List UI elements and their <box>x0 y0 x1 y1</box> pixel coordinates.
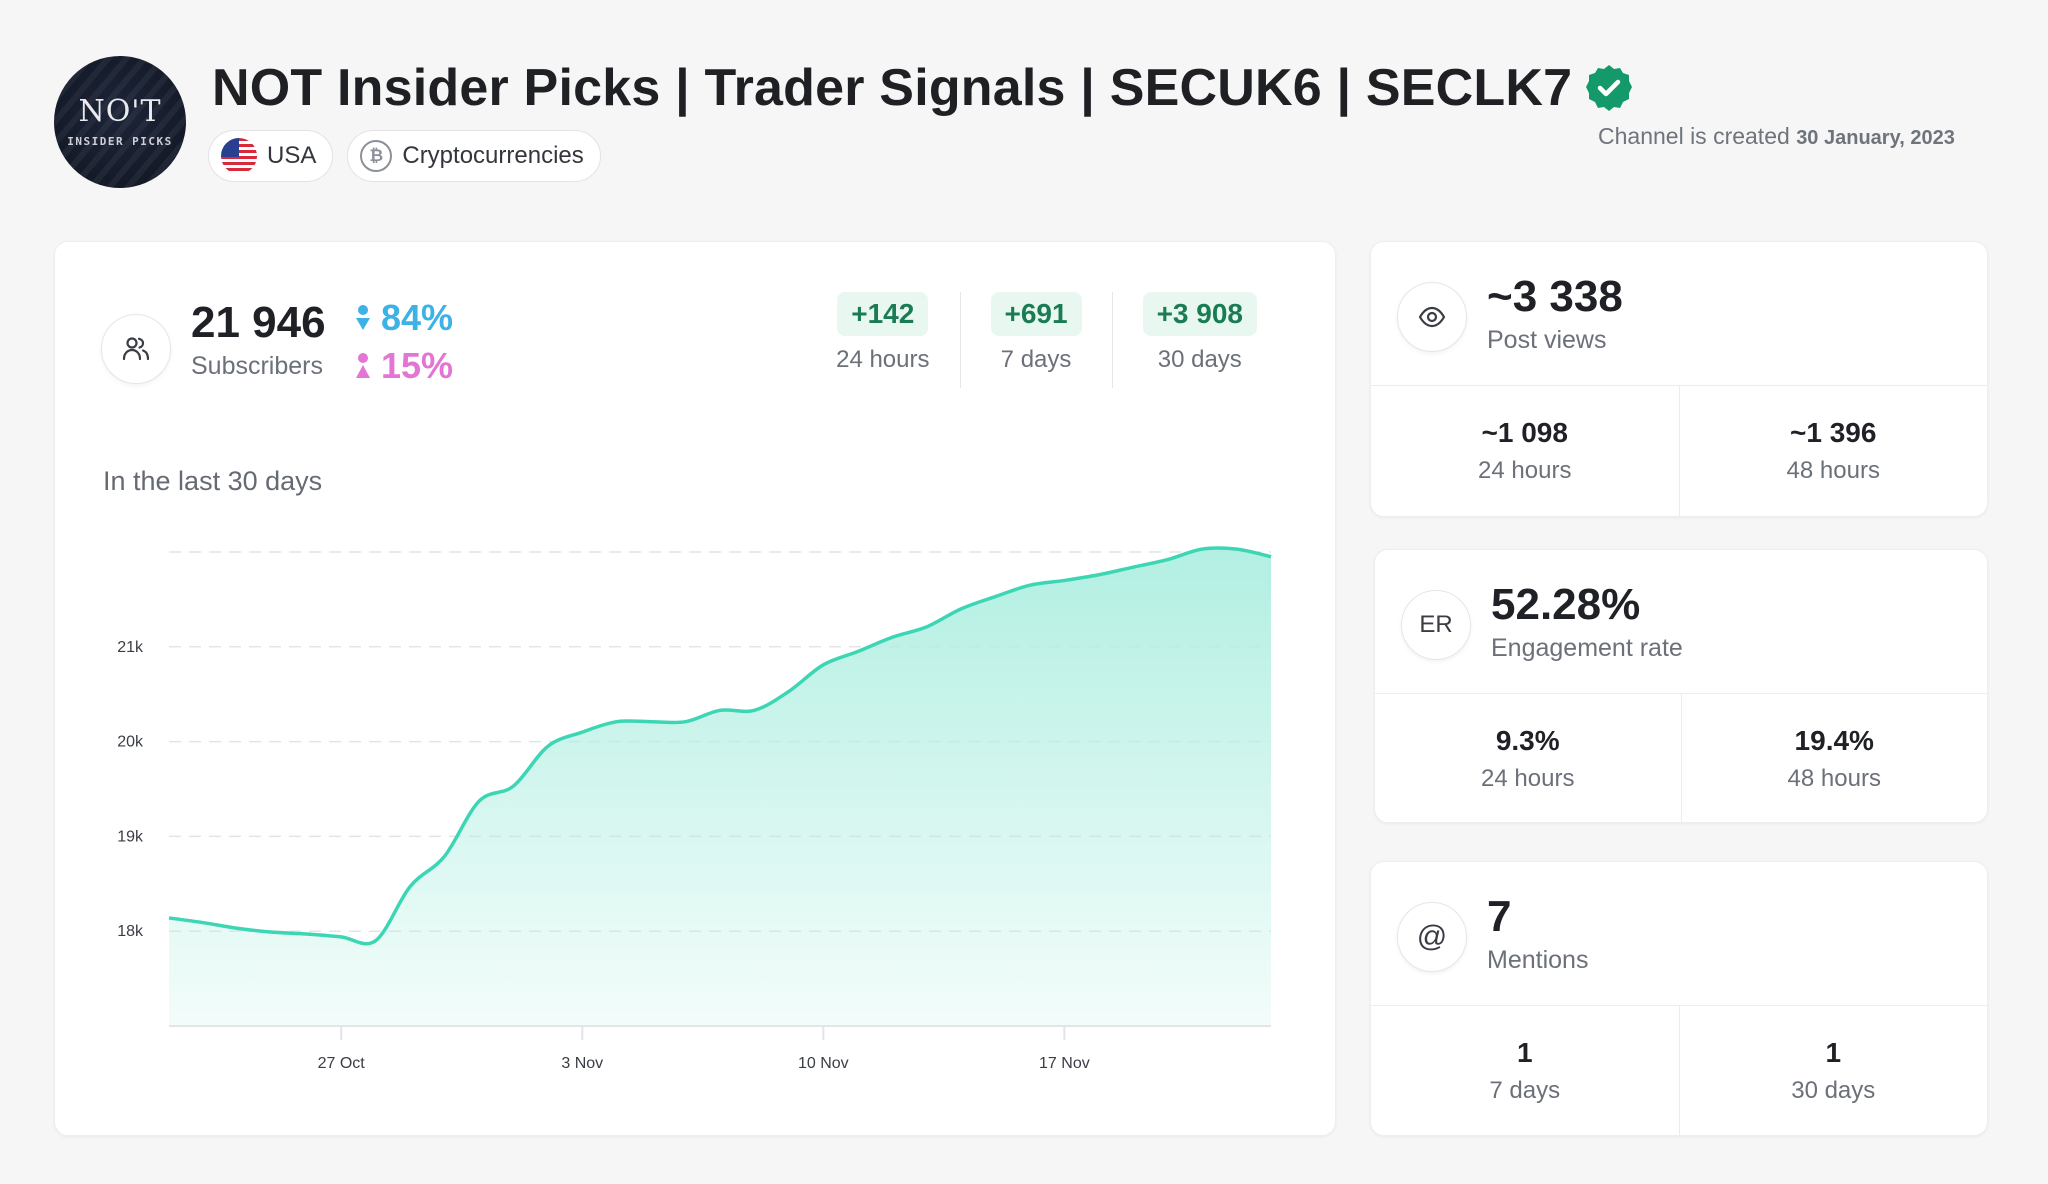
female-percent: 15% <box>381 345 454 386</box>
bitcoin-icon: ₿ <box>360 140 393 172</box>
created-date: 30 January, 2023 <box>1796 127 1955 149</box>
svg-text:19k: 19k <box>117 828 144 845</box>
subscribers-chart[interactable]: 18k 19k 20k 21k 27 Oct 3 Nov 10 Nov 17 Nov <box>103 532 1293 1122</box>
growth-7d: +691 7 days <box>959 292 1112 388</box>
mentions-card: @ 7 Mentions 1 7 days 1 30 days <box>1370 861 1988 1136</box>
growth-period: 7 days <box>1000 346 1072 373</box>
subscribers-count-block: 21 946 Subscribers <box>191 298 326 381</box>
cell-value: ~1 098 <box>1481 417 1568 448</box>
tag-category-label: Cryptocurrencies <box>402 142 584 169</box>
growth-period: 30 days <box>1157 346 1242 373</box>
female-icon <box>356 353 370 378</box>
male-percent: 84% <box>381 297 454 338</box>
cell-label: 30 days <box>1791 1077 1876 1104</box>
svg-text:18k: 18k <box>117 923 144 940</box>
cell-label: 24 hours <box>1481 765 1575 792</box>
cell-value: 1 <box>1825 1037 1842 1068</box>
svg-text:21k: 21k <box>117 639 144 656</box>
mentions-summary: @ 7 Mentions <box>1371 862 1987 1006</box>
subscribers-label: Subscribers <box>191 352 323 381</box>
post-views-breakdown: ~1 098 24 hours ~1 396 48 hours <box>1371 386 1987 516</box>
users-icon <box>101 314 171 384</box>
channel-avatar[interactable]: NO'T INSIDER PICKS <box>54 56 186 188</box>
post-views-label: Post views <box>1487 326 1607 354</box>
svg-text:3 Nov: 3 Nov <box>561 1055 603 1072</box>
engagement-48h: 19.4% 48 hours <box>1680 694 1988 824</box>
post-views-card: ~3 338 Post views ~1 098 24 hours ~1 396… <box>1370 241 1988 517</box>
cell-value: ~1 396 <box>1790 417 1877 448</box>
subscriber-growth: +142 24 hours +691 7 days +3 908 30 days <box>806 292 1287 388</box>
verified-badge-icon <box>1584 63 1634 113</box>
channel-title: NOT Insider Picks | Trader Signals | SEC… <box>212 59 1573 117</box>
post-views-value: ~3 338 <box>1487 272 1623 321</box>
eye-icon <box>1397 282 1467 352</box>
channel-created-info: Channel is created 30 January, 2023 <box>1598 118 1978 156</box>
svg-text:10 Nov: 10 Nov <box>798 1055 849 1072</box>
engagement-value: 52.28% <box>1491 580 1641 629</box>
male-icon <box>356 305 370 330</box>
engagement-summary: ER 52.28% Engagement rate <box>1375 550 1987 694</box>
female-share: 15% <box>355 342 453 390</box>
us-flag-icon <box>221 138 257 174</box>
title-row: NOT Insider Picks | Trader Signals | SEC… <box>212 58 1634 118</box>
tag-country-label: USA <box>267 142 317 169</box>
gender-breakdown: 84% 15% <box>355 294 453 390</box>
post-views-24h: ~1 098 24 hours <box>1371 386 1679 516</box>
er-icon: ER <box>1401 590 1471 660</box>
chart-caption: In the last 30 days <box>103 466 323 496</box>
growth-30d: +3 908 30 days <box>1111 292 1287 388</box>
er-icon-text: ER <box>1419 611 1453 638</box>
cell-label: 7 days <box>1489 1077 1561 1104</box>
mentions-breakdown: 1 7 days 1 30 days <box>1371 1006 1987 1136</box>
avatar-pattern <box>54 56 186 188</box>
cell-value: 19.4% <box>1794 725 1874 756</box>
created-prefix: Channel is created <box>1598 123 1790 149</box>
subscribers-summary: 21 946 Subscribers <box>101 298 326 384</box>
growth-period: 24 hours <box>836 346 930 373</box>
tag-country[interactable]: USA <box>208 130 334 182</box>
svg-text:27 Oct: 27 Oct <box>318 1055 366 1072</box>
cell-label: 48 hours <box>1787 765 1881 792</box>
post-views-48h: ~1 396 48 hours <box>1678 386 1988 516</box>
growth-24h: +142 24 hours <box>806 292 959 388</box>
svg-text:20k: 20k <box>117 734 144 751</box>
growth-badge: +142 <box>837 292 929 336</box>
growth-badge: +691 <box>990 292 1082 336</box>
channel-tags: USA ₿ Cryptocurrencies <box>208 130 601 182</box>
avatar-logo-subtext: INSIDER PICKS <box>67 134 173 148</box>
mentions-label: Mentions <box>1487 946 1589 974</box>
subscribers-card: 21 946 Subscribers 84% 15% +142 24 hours… <box>54 241 1336 1136</box>
tag-category[interactable]: ₿ Cryptocurrencies <box>347 130 601 182</box>
mentions-value: 7 <box>1487 892 1512 941</box>
cell-label: 48 hours <box>1786 457 1880 484</box>
engagement-card: ER 52.28% Engagement rate 9.3% 24 hours … <box>1374 549 1988 824</box>
avatar-logo-text: NO'T <box>78 93 162 129</box>
at-icon: @ <box>1397 902 1467 972</box>
subscribers-count: 21 946 <box>191 298 326 347</box>
svg-text:17 Nov: 17 Nov <box>1039 1055 1090 1072</box>
engagement-label: Engagement rate <box>1491 634 1683 662</box>
engagement-breakdown: 9.3% 24 hours 19.4% 48 hours <box>1375 694 1987 824</box>
mentions-30d: 1 30 days <box>1678 1006 1988 1136</box>
mentions-7d: 1 7 days <box>1371 1006 1679 1136</box>
cell-value: 9.3% <box>1495 725 1560 756</box>
male-share: 84% <box>355 294 453 342</box>
post-views-summary: ~3 338 Post views <box>1371 242 1987 386</box>
cell-value: 1 <box>1516 1037 1533 1068</box>
growth-badge: +3 908 <box>1142 292 1257 336</box>
engagement-24h: 9.3% 24 hours <box>1375 694 1681 824</box>
cell-label: 24 hours <box>1478 457 1572 484</box>
at-glyph: @ <box>1416 920 1448 953</box>
